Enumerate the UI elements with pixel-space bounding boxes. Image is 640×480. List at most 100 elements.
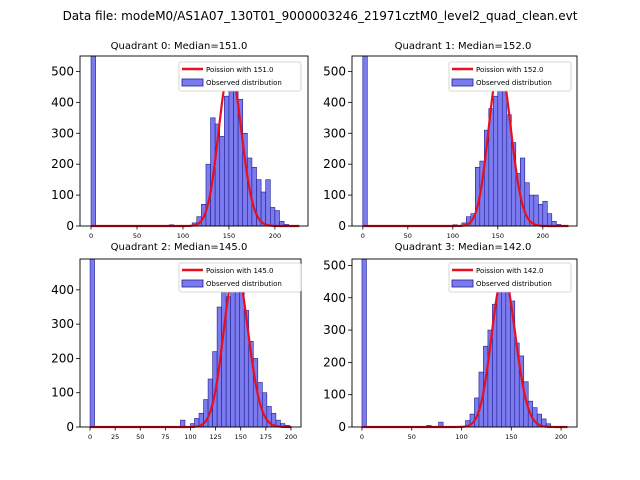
quadrant-0-title: Quadrant 0: Median=151.0 <box>111 41 248 52</box>
histogram-bar <box>497 80 503 227</box>
x-tick-label: 100 <box>177 232 189 240</box>
quadrant-1-legend: Poission with 152.0 Observed distributio… <box>448 61 572 92</box>
x-tick-label: 100 <box>455 433 467 441</box>
y-tick-label: 100 <box>323 188 346 202</box>
x-tick-label: 25 <box>111 433 119 441</box>
histogram-bar <box>225 296 231 428</box>
quadrant-1-title: Quadrant 1: Median=152.0 <box>395 41 532 52</box>
x-tick-label: 50 <box>133 232 141 240</box>
x-tick-label: 0 <box>361 232 365 240</box>
histogram-bar <box>533 194 539 227</box>
legend-frame <box>448 61 572 92</box>
quadrant-2-legend: Poission with 145.0 Observed distributio… <box>178 262 302 293</box>
quadrant-3-panel: Quadrant 3: Median=142.0 0 100 200 300 400 50… <box>323 242 578 441</box>
histogram-bar <box>224 95 230 227</box>
y-tick-label: 200 <box>323 157 346 171</box>
x-tick-label: 0 <box>360 433 364 441</box>
legend-observed-label: Observed distribution <box>206 79 282 87</box>
y-tick-label: 100 <box>51 188 74 202</box>
legend-observed-swatch <box>181 279 204 288</box>
histogram-bar <box>270 207 276 227</box>
x-tick-label: 100 <box>184 433 196 441</box>
y-tick-label: 300 <box>51 126 74 140</box>
histogram-bar <box>362 55 368 227</box>
histogram-bar <box>90 55 96 227</box>
y-tick-label: 300 <box>51 317 74 331</box>
x-tick-label: 50 <box>136 433 144 441</box>
histogram-bar <box>219 136 225 227</box>
x-tick-label: 150 <box>223 232 235 240</box>
histogram-bar <box>228 80 234 227</box>
histogram-bar <box>89 258 95 428</box>
bars-quadrant-1 <box>362 55 562 227</box>
quadrant-2-panel: Quadrant 2: Median=145.0 0 100 200 300 400 0 2… <box>51 242 302 441</box>
x-tick-label: 50 <box>404 232 412 240</box>
y-tick-label: 400 <box>323 95 346 109</box>
y-tick-label: 500 <box>323 258 346 272</box>
axes-frame <box>351 258 578 428</box>
histogram-bar <box>230 275 236 428</box>
quadrant-0-panel: Quadrant 0: Median=151.0 0 100 200 300 400 50… <box>51 41 309 240</box>
histogram-bar <box>361 258 367 428</box>
histogram-bar <box>274 210 280 227</box>
x-tick-label: 50 <box>408 433 416 441</box>
quadrant-0-legend: Poission with 151.0 Observed distributio… <box>178 61 302 92</box>
y-tick-label: 400 <box>51 95 74 109</box>
x-tick-label: 200 <box>555 433 567 441</box>
legend-fit-label: Poission with 152.0 <box>476 66 544 74</box>
quadrant-2-title: Quadrant 2: Median=145.0 <box>111 242 248 253</box>
y-tick-label: 0 <box>338 219 346 233</box>
legend-observed-label: Observed distribution <box>206 280 282 288</box>
histogram-bar <box>542 200 548 227</box>
y-tick-label: 200 <box>323 355 346 369</box>
x-tick-label: 0 <box>88 433 92 441</box>
x-tick-label: 75 <box>161 433 169 441</box>
y-tick-label: 400 <box>323 291 346 305</box>
y-tick-label: 500 <box>323 64 346 78</box>
histogram-bar <box>537 204 544 227</box>
quadrant-3-title: Quadrant 3: Median=142.0 <box>395 242 532 253</box>
y-tick-label: 200 <box>51 351 74 365</box>
legend-frame <box>178 61 302 92</box>
legend-frame <box>448 262 572 293</box>
quadrant-1-panel: Quadrant 1: Median=152.0 0 100 200 300 400 50… <box>323 41 578 240</box>
poisson-fit-line <box>362 274 568 429</box>
y-tick-label: 0 <box>66 420 74 434</box>
y-tick-label: 300 <box>323 126 346 140</box>
y-tick-label: 400 <box>51 283 74 297</box>
histogram-bar <box>251 166 257 227</box>
y-tick-label: 500 <box>51 64 74 78</box>
histogram-bar <box>239 286 245 428</box>
y-tick-label: 100 <box>323 388 346 402</box>
histogram-bar <box>546 213 553 227</box>
legend-observed-swatch <box>181 78 204 87</box>
y-tick-label: 100 <box>51 386 74 400</box>
axes-frame <box>79 55 309 227</box>
histogram-bar <box>519 157 526 227</box>
legend-fit-label: Poission with 142.0 <box>476 267 544 275</box>
legend-observed-label: Observed distribution <box>476 79 552 87</box>
x-tick-label: 125 <box>209 433 221 441</box>
y-tick-label: 0 <box>66 219 74 233</box>
histogram-bar <box>492 95 499 227</box>
x-tick-label: 100 <box>447 232 459 240</box>
x-tick-label: 150 <box>235 433 247 441</box>
histogram-bar <box>501 281 507 428</box>
legend-observed-swatch <box>451 279 474 288</box>
x-tick-label: 0 <box>89 232 93 240</box>
y-tick-label: 200 <box>51 157 74 171</box>
legend-fit-label: Poission with 151.0 <box>206 66 274 74</box>
quadrant-3-legend: Poission with 142.0 Observed distributio… <box>448 262 572 293</box>
x-tick-label: 200 <box>537 232 549 240</box>
legend-frame <box>178 262 302 293</box>
y-tick-label: 0 <box>338 420 346 434</box>
x-tick-label: 150 <box>492 232 504 240</box>
figure-title: Data file: modeM0/AS1A07_130T01_90000032… <box>63 9 578 23</box>
histogram-bar <box>265 179 271 227</box>
legend-observed-swatch <box>451 78 474 87</box>
x-tick-label: 175 <box>260 433 272 441</box>
axes-frame <box>351 55 578 227</box>
x-tick-label: 150 <box>505 433 517 441</box>
x-tick-label: 200 <box>285 433 297 441</box>
